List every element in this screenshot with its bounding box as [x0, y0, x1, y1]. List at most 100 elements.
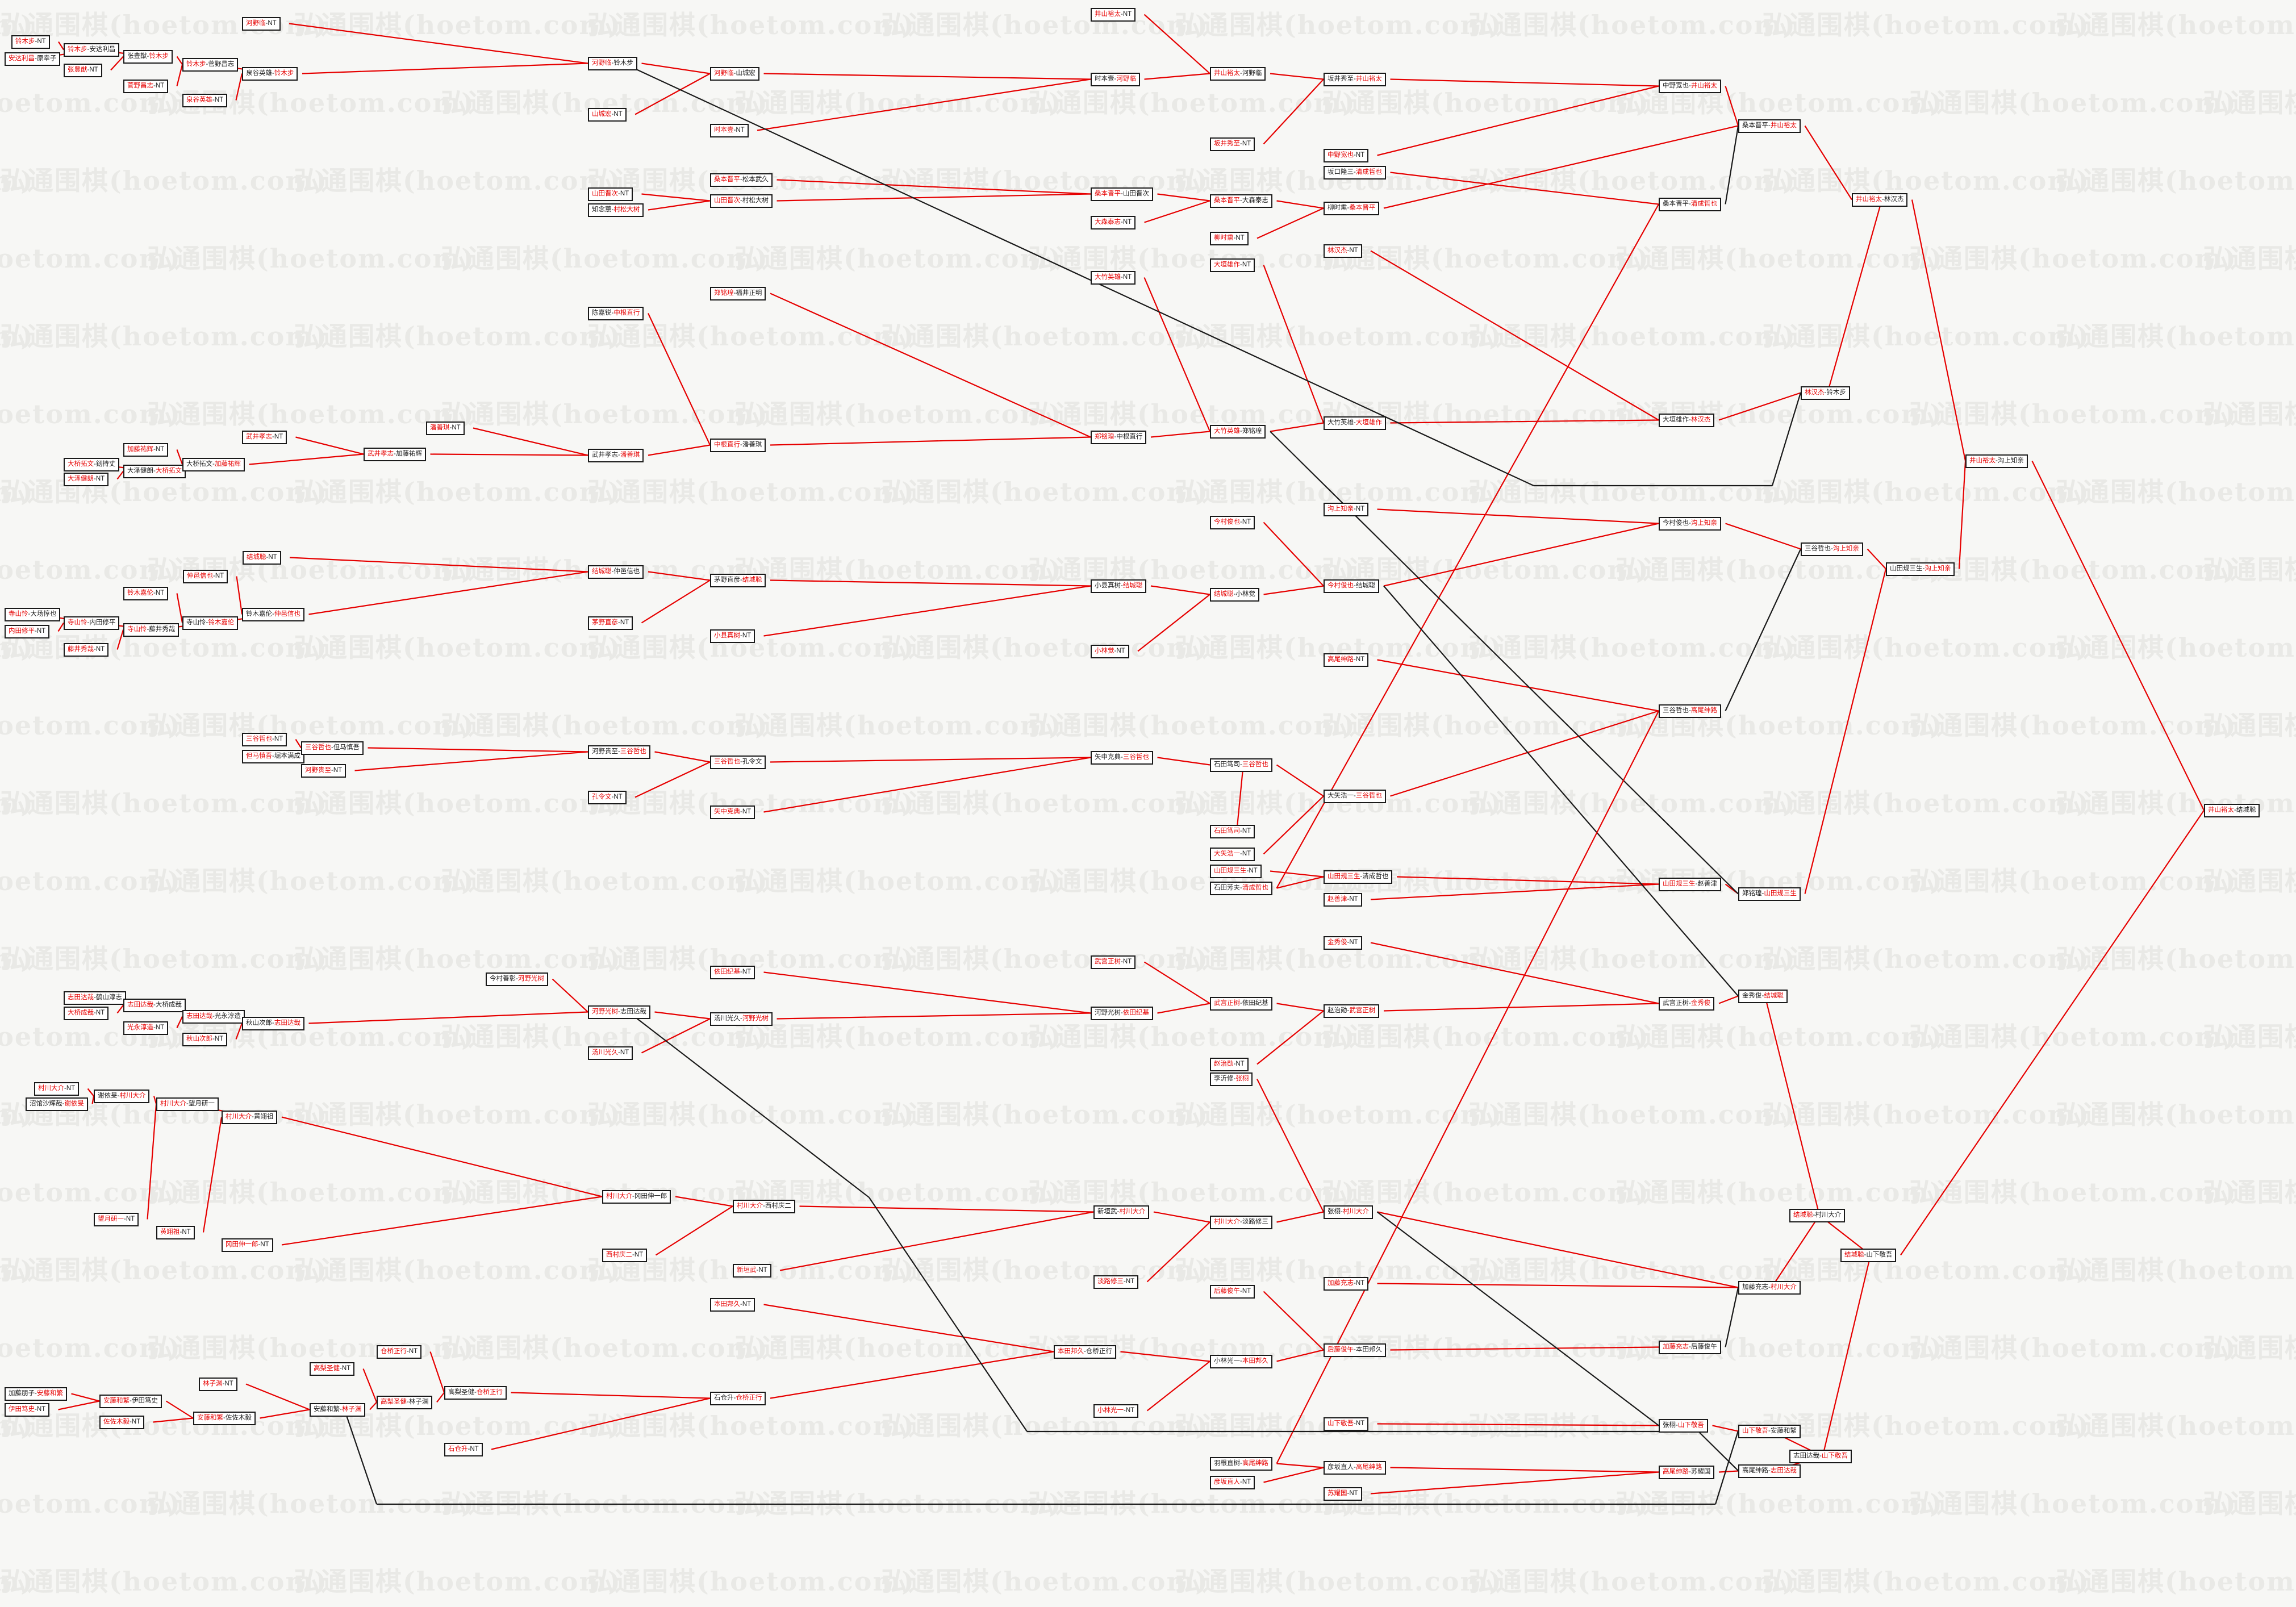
- match-box: 村川大介-西村庆二: [733, 1200, 795, 1213]
- watermark-text: 弘通围棋(hoetom.com): [2203, 710, 2296, 741]
- winner-name: 石田笃司: [1214, 828, 1240, 834]
- winner-name: 后藤俊午: [1327, 1346, 1354, 1353]
- watermark-text: 弘通围棋(hoetom.com): [1615, 1021, 1943, 1052]
- winner-path-line: [176, 1016, 183, 1028]
- winner-path-line: [1276, 1349, 1324, 1362]
- loser-path-line: [869, 1197, 1028, 1432]
- winner-path-line: [289, 557, 588, 573]
- watermark-text: 弘通围棋(hoetom.com): [1762, 10, 2090, 40]
- winner-path-line: [1143, 961, 1210, 1004]
- winner-name: 山田规三生: [1764, 890, 1797, 897]
- winner-name: 结城聪: [1844, 1251, 1864, 1258]
- winner-name: 张栩: [1235, 1075, 1249, 1082]
- winner-path-line: [1771, 1214, 1820, 1288]
- match-box: 内田修平-NT: [5, 625, 50, 638]
- winner-name: 加藤充志: [1663, 1343, 1689, 1350]
- match-box: 结城聪-村川大介: [1789, 1209, 1846, 1222]
- loser-name: -NT: [1233, 235, 1245, 241]
- winner-path-line: [235, 73, 243, 101]
- match-box: 铃木步-安达利昌: [64, 43, 120, 57]
- winner-path-line: [153, 1096, 157, 1104]
- match-box: 武宫正树-依田纪基: [1210, 997, 1272, 1011]
- winner-path-line: [165, 1400, 194, 1419]
- loser-name: 中野宽也-: [1663, 82, 1691, 89]
- loser-name: 石田笃司-: [1214, 761, 1242, 768]
- match-box: 柳时熏-NT: [1210, 232, 1249, 245]
- winner-path-line: [1276, 200, 1324, 209]
- match-box: 桑本晋平-松本武久: [710, 173, 773, 187]
- winner-path-line: [368, 747, 588, 753]
- match-box: 张栩-村川大介: [1324, 1205, 1373, 1219]
- loser-name: -NT: [1240, 140, 1251, 147]
- match-box: 加藤充志-村川大介: [1738, 1281, 1801, 1295]
- match-box: 村川大介-NT: [34, 1082, 80, 1096]
- watermark-text: 弘通围棋(hoetom.com): [2056, 1566, 2296, 1597]
- match-box: 山田规三生-赵善津: [1659, 878, 1721, 891]
- winner-path-line: [1804, 125, 1852, 201]
- winner-path-line: [1263, 521, 1324, 587]
- match-box: 依田纪基-NT: [710, 966, 755, 979]
- winner-name: 大竹英雄: [1095, 274, 1121, 281]
- watermark-text: 弘通围棋(hoetom.com): [734, 1333, 1062, 1363]
- loser-name: -NT: [1354, 152, 1365, 158]
- winner-name: 加藤祐辉: [214, 461, 241, 468]
- winner-path-line: [1143, 14, 1210, 74]
- loser-name: 羽根直树-: [1214, 1460, 1242, 1467]
- winner-path-line: [1263, 585, 1324, 595]
- winner-name: 村川大介: [1342, 1208, 1369, 1215]
- loser-name: -冈田伸一郎: [632, 1193, 667, 1200]
- loser-name: -NT: [1114, 648, 1125, 654]
- loser-name: 石田芳夫-: [1214, 884, 1242, 891]
- winner-path-line: [295, 436, 364, 455]
- match-box: 张豊猷-铃木步: [123, 50, 173, 64]
- winner-name: 大桥成哉: [68, 1009, 94, 1016]
- match-box: 寺山怜-铃木嘉伦: [182, 616, 239, 630]
- match-box: 佐佐木毅-NT: [99, 1416, 145, 1429]
- winner-path-line: [245, 1383, 310, 1410]
- winner-name: 汤川光久: [592, 1049, 618, 1056]
- loser-name: 茅野直彦-: [714, 577, 742, 583]
- watermark-text: 弘通围棋(hoetom.com): [294, 944, 621, 974]
- winner-path-line: [675, 1196, 733, 1207]
- winner-name: 结城聪: [742, 577, 762, 583]
- winner-name: 铃木步: [186, 61, 206, 68]
- watermark-text: 弘通围棋(hoetom.com): [0, 788, 34, 819]
- match-box: 汤川光久-NT: [588, 1046, 633, 1060]
- loser-path-line: [1725, 549, 1801, 711]
- watermark-text: 弘通围棋(hoetom.com): [1322, 87, 1650, 118]
- winner-path-line: [648, 444, 711, 456]
- watermark-text: 弘通围棋(hoetom.com): [1762, 632, 2090, 663]
- watermark-text: 弘通围棋(hoetom.com): [1909, 399, 2237, 429]
- winner-name: 中根直行: [613, 310, 640, 316]
- winner-name: 大桥拓文: [68, 461, 94, 468]
- match-box: 大矢浩一-三谷哲也: [1324, 790, 1386, 803]
- winner-name: 清成哲也: [1242, 884, 1268, 891]
- watermark-text: 弘通围棋(hoetom.com): [1468, 165, 1796, 196]
- loser-name: -NT: [130, 1418, 141, 1425]
- winner-path-line: [491, 1397, 711, 1450]
- loser-name: -藤井秀哉: [147, 626, 176, 633]
- match-box: 柳时熏-桑本晋平: [1324, 202, 1380, 215]
- match-box: 井山裕太-河野临: [1210, 67, 1266, 81]
- match-box: 大竹英雄-郑铭瑝: [1210, 425, 1266, 439]
- loser-name: -NT: [222, 1380, 233, 1387]
- winner-path-line: [236, 576, 243, 615]
- winner-path-line: [1256, 1010, 1324, 1065]
- winner-path-line: [763, 585, 1091, 637]
- match-box: 今村善彰-河野光树: [486, 972, 548, 986]
- winner-path-line: [147, 1104, 157, 1220]
- winner-path-line: [1153, 1211, 1210, 1223]
- watermark-text: 弘通围棋(hoetom.com): [2203, 399, 2296, 429]
- winner-name: 村川大介: [1119, 1208, 1146, 1215]
- winner-path-line: [1256, 1079, 1324, 1212]
- watermark-text: 弘通围棋(hoetom.com): [881, 1099, 1209, 1130]
- winner-name: 山田规三生: [1214, 867, 1247, 874]
- match-box: 黄翊祖-NT: [156, 1226, 195, 1239]
- winner-name: 河野临: [1116, 76, 1136, 82]
- loser-name: 大桥拓文-: [186, 461, 215, 468]
- winner-name: 武井孝志: [246, 433, 272, 440]
- loser-name: -NT: [1121, 219, 1132, 226]
- loser-name: 加藤充志-: [1742, 1284, 1771, 1291]
- watermark-text: 弘通围棋(hoetom.com): [1468, 632, 1796, 663]
- match-box: 大桥拓文-釰持丈: [64, 458, 120, 471]
